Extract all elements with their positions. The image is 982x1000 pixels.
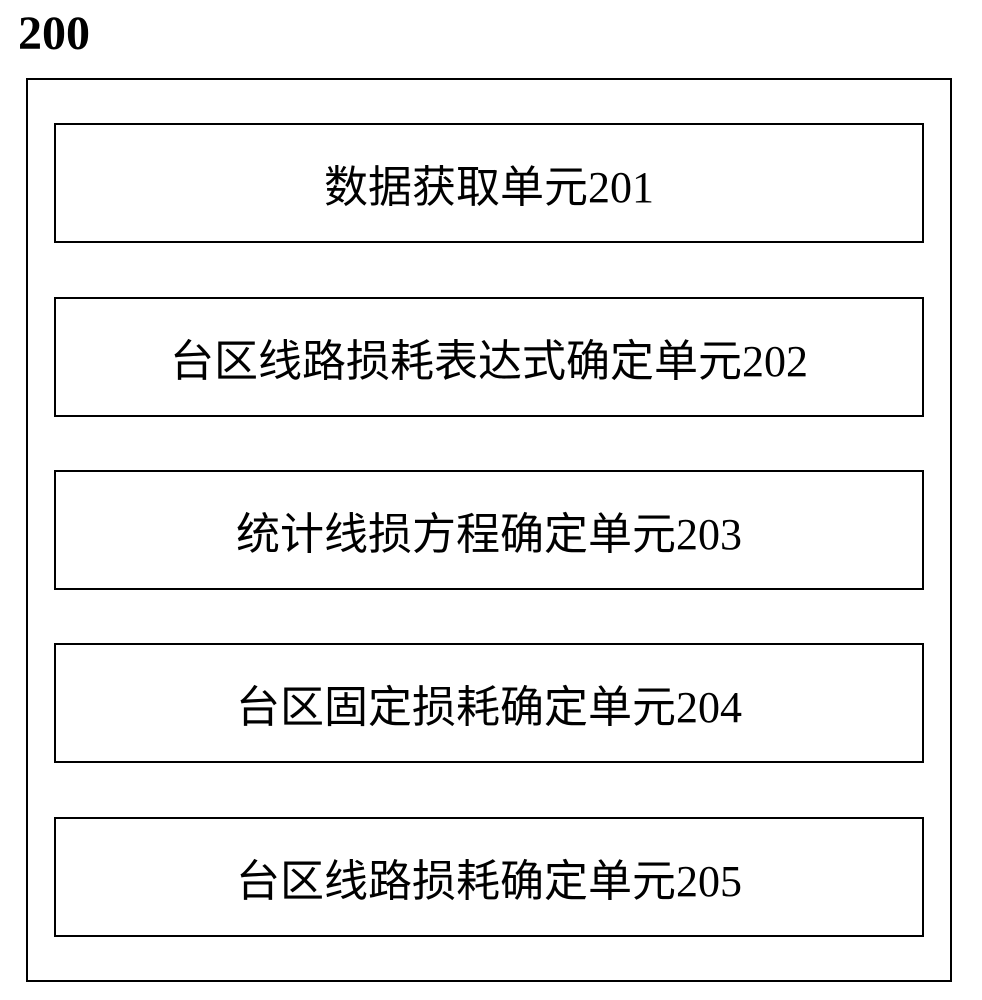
diagram-container: 数据获取单元201 台区线路损耗表达式确定单元202 统计线损方程确定单元203…	[26, 78, 952, 982]
unit-label: 统计线损方程确定单元203	[236, 498, 742, 562]
unit-box: 台区线路损耗表达式确定单元202	[54, 297, 924, 417]
unit-label: 台区固定损耗确定单元204	[236, 671, 742, 735]
unit-label: 台区线路损耗表达式确定单元202	[170, 325, 808, 389]
unit-box: 台区固定损耗确定单元204	[54, 643, 924, 763]
unit-box: 数据获取单元201	[54, 123, 924, 243]
unit-label: 台区线路损耗确定单元205	[236, 845, 742, 909]
diagram-title: 200	[18, 6, 90, 61]
unit-box: 统计线损方程确定单元203	[54, 470, 924, 590]
unit-box: 台区线路损耗确定单元205	[54, 817, 924, 937]
unit-label: 数据获取单元201	[324, 151, 654, 215]
